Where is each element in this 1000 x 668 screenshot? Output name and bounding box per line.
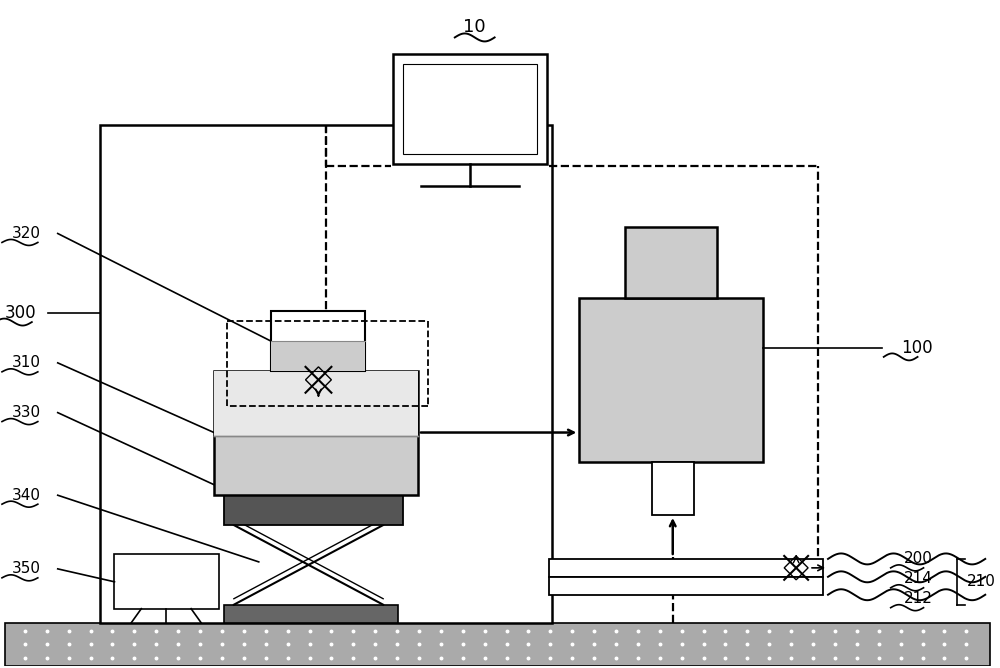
Text: 330: 330 xyxy=(12,405,41,420)
Bar xyxy=(5,623,990,667)
Text: 320: 320 xyxy=(12,226,41,241)
Bar xyxy=(224,495,403,525)
Bar xyxy=(393,54,547,164)
Bar xyxy=(579,298,763,462)
Bar xyxy=(114,554,219,609)
Text: 200: 200 xyxy=(904,551,933,566)
Text: 210: 210 xyxy=(967,574,996,589)
Bar xyxy=(100,125,552,623)
Text: 300: 300 xyxy=(5,304,37,322)
Bar xyxy=(403,64,537,154)
Bar xyxy=(549,577,823,595)
Text: 310: 310 xyxy=(12,355,41,370)
Text: 100: 100 xyxy=(901,339,932,357)
Bar xyxy=(549,559,823,577)
Text: 340: 340 xyxy=(12,488,41,503)
Bar xyxy=(214,371,418,495)
Bar xyxy=(214,371,418,436)
Bar xyxy=(625,226,717,298)
Text: 350: 350 xyxy=(12,561,41,576)
Text: 212: 212 xyxy=(904,591,933,607)
Bar xyxy=(224,605,398,623)
Bar xyxy=(652,462,694,515)
Text: 10: 10 xyxy=(463,19,486,37)
Bar xyxy=(271,311,365,371)
Text: 214: 214 xyxy=(904,571,933,587)
Bar xyxy=(271,341,365,371)
